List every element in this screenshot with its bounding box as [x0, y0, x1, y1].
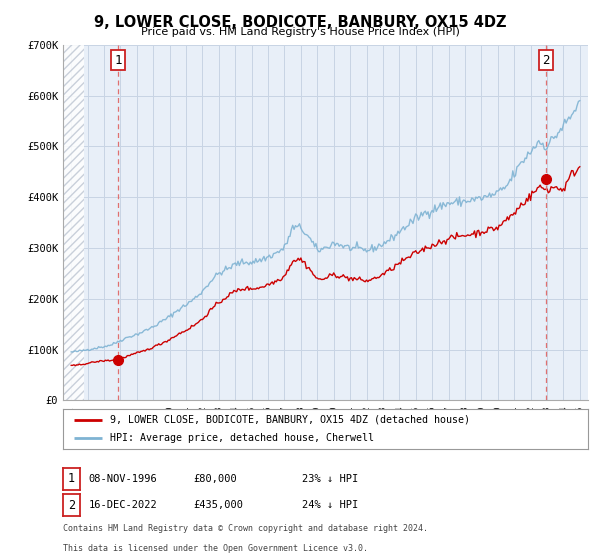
Text: 9, LOWER CLOSE, BODICOTE, BANBURY, OX15 4DZ (detached house): 9, LOWER CLOSE, BODICOTE, BANBURY, OX15 …: [110, 415, 470, 424]
Text: Contains HM Land Registry data © Crown copyright and database right 2024.: Contains HM Land Registry data © Crown c…: [63, 524, 428, 533]
Text: 24% ↓ HPI: 24% ↓ HPI: [302, 500, 358, 510]
Text: 2: 2: [68, 498, 75, 512]
Text: £435,000: £435,000: [194, 500, 244, 510]
Text: This data is licensed under the Open Government Licence v3.0.: This data is licensed under the Open Gov…: [63, 544, 368, 553]
Text: 2: 2: [542, 54, 550, 67]
Text: 9, LOWER CLOSE, BODICOTE, BANBURY, OX15 4DZ: 9, LOWER CLOSE, BODICOTE, BANBURY, OX15 …: [94, 15, 506, 30]
Text: HPI: Average price, detached house, Cherwell: HPI: Average price, detached house, Cher…: [110, 433, 374, 443]
Text: 1: 1: [68, 472, 75, 486]
Bar: [63, 45, 83, 400]
Text: 1: 1: [115, 54, 122, 67]
Text: 16-DEC-2022: 16-DEC-2022: [89, 500, 158, 510]
Text: 23% ↓ HPI: 23% ↓ HPI: [302, 474, 358, 484]
Text: 08-NOV-1996: 08-NOV-1996: [89, 474, 158, 484]
Text: Price paid vs. HM Land Registry's House Price Index (HPI): Price paid vs. HM Land Registry's House …: [140, 27, 460, 38]
Text: £80,000: £80,000: [194, 474, 238, 484]
